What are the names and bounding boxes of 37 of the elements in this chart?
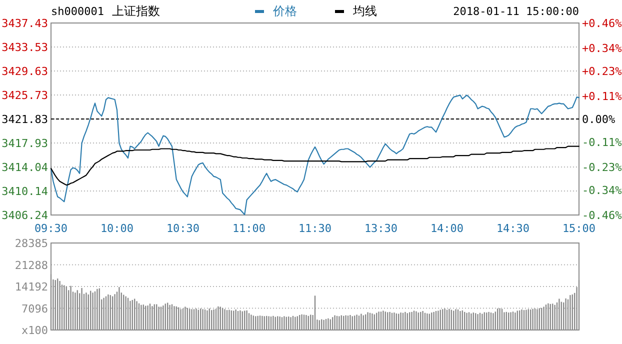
y-tick-label: x100: [22, 324, 48, 337]
legend-label: 均线: [352, 4, 377, 18]
chart-subtitle: sh000001: [51, 5, 104, 18]
x-tick-label: 11:30: [298, 222, 332, 235]
y2-tick-label: -0.23%: [582, 161, 622, 174]
y-tick-label: 3417.93: [2, 137, 48, 150]
x-tick-label: 14:30: [496, 222, 530, 235]
x-tick-label: 10:00: [100, 222, 134, 235]
y-tick-label: 21288: [14, 258, 48, 272]
y-tick-label: 3429.63: [2, 65, 48, 78]
x-tick-label: 10:30: [166, 222, 200, 235]
legend-label: 价格: [272, 4, 297, 18]
x-tick-label: 11:00: [232, 222, 266, 235]
chart-title: 上证指数: [112, 4, 160, 18]
y-tick-label: 28385: [14, 237, 48, 250]
x-tick-label: 15:00: [562, 222, 596, 235]
y-tick-label: 3421.83: [2, 113, 48, 126]
x-tick-label: 14:00: [430, 222, 464, 235]
y2-tick-label: +0.34%: [582, 42, 622, 56]
y-tick-label: 3433.53: [2, 41, 48, 54]
y-tick-label: 14192: [14, 280, 48, 294]
y2-tick-label: +0.23%: [582, 65, 622, 78]
y-tick-label: 3425.73: [2, 89, 48, 102]
x-tick-label: 13:30: [364, 222, 398, 235]
y-tick-label: 3410.14: [2, 184, 48, 198]
y2-tick-label: +0.11%: [582, 90, 622, 104]
y-tick-label: 3406.24: [2, 209, 48, 222]
y2-tick-label: -0.34%: [582, 184, 622, 197]
y-tick-label: 3437.43: [2, 17, 48, 30]
y2-tick-label: -0.46%: [582, 209, 622, 222]
y-tick-label: 7096: [22, 302, 48, 316]
y2-tick-label: 0.00%: [582, 113, 616, 126]
y2-tick-label: +0.46%: [582, 17, 622, 30]
x-tick-label: 09:30: [34, 222, 68, 235]
y2-tick-label: -0.11%: [582, 136, 622, 149]
text: 2018-01-11 15:00:00: [453, 5, 579, 18]
y-tick-label: 3414.04: [2, 160, 48, 174]
